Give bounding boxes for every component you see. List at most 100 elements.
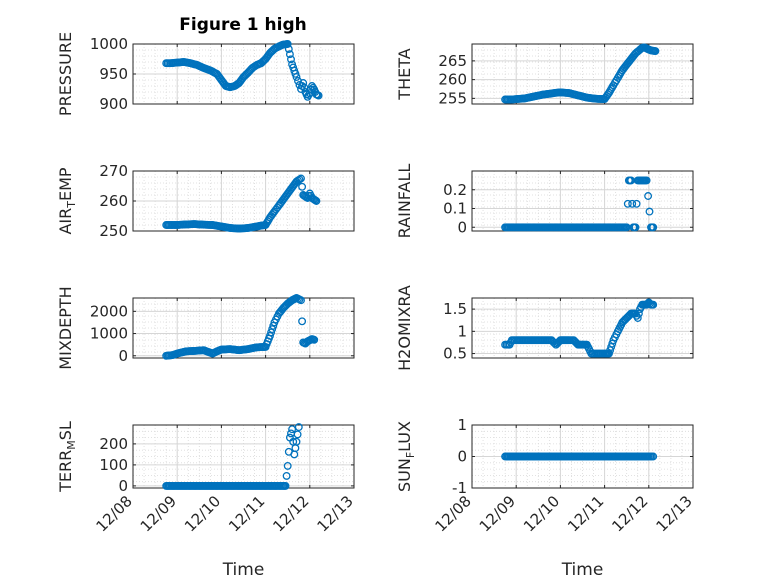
y-axis-label: MIXDEPTH: [56, 286, 75, 369]
subplot-1: 900 950 1000 PRESSURE: [56, 32, 355, 116]
data-point: [266, 331, 274, 340]
figure-title: Figure 1 high: [179, 15, 307, 35]
y-tick-label: 100: [99, 456, 128, 474]
data-point: [634, 309, 643, 318]
x-tick-label: 12/09: [137, 492, 180, 535]
data-point: [294, 423, 303, 432]
data-point: [645, 207, 654, 216]
y-tick-label: 900: [99, 95, 128, 113]
data-point: [623, 199, 632, 208]
data-point: [288, 425, 297, 434]
data-point: [607, 342, 616, 351]
x-axis-label: Time: [561, 560, 604, 580]
y-tick-label: -1: [452, 479, 467, 497]
data-point: [306, 85, 315, 94]
data-point: [606, 346, 615, 355]
data-point: [290, 450, 299, 459]
data-point: [310, 335, 319, 344]
x-tick-label: 12/09: [476, 492, 519, 535]
data-point: [281, 481, 290, 490]
data-point: [293, 430, 302, 439]
y-tick-label: 0.2: [443, 181, 467, 199]
y-tick-label: 270: [99, 162, 128, 180]
data-point: [297, 174, 305, 183]
x-tick-label: 12/12: [608, 492, 651, 535]
y-tick-label: 260: [438, 71, 467, 89]
x-tick-label: 12/11: [225, 492, 268, 535]
subplot-7: 0 100 200 12/08 12/09 12/10 12/11 12/12 12/13 Tim…: [56, 421, 357, 580]
y-tick-label: 1.5: [443, 300, 467, 318]
y-axis-label: RAINFALL: [395, 164, 414, 239]
data-point: [283, 40, 292, 48]
y-tick-label: 0.5: [443, 345, 467, 363]
subplot-8: -1 0 1 12/08 12/09 12/10 12/11 12/12 12/13 Time SU…: [395, 416, 696, 580]
data-point: [651, 47, 660, 56]
axes-box: [132, 297, 355, 359]
data-point: [649, 452, 658, 461]
data-point: [287, 55, 295, 64]
y-tick-label: 0.1: [443, 200, 467, 218]
y-tick-label: 265: [438, 52, 467, 70]
axes-box: [471, 297, 694, 359]
y-tick-label: 255: [438, 89, 467, 107]
y-tick-label: 1000: [90, 35, 128, 53]
data-point: [298, 182, 307, 191]
data-point: [649, 223, 658, 232]
x-tick-label: 12/10: [181, 492, 224, 535]
data-point: [299, 79, 308, 87]
y-axis-label: AIRTEMP: [56, 167, 78, 234]
x-tick-label: 12/12: [269, 492, 312, 535]
data-point: [605, 349, 613, 358]
data-point: [628, 199, 637, 208]
y-tick-label: 250: [99, 222, 128, 240]
data-point: [285, 50, 294, 59]
data-point: [632, 199, 641, 208]
y-tick-label: 0: [457, 448, 467, 466]
y-tick-label: 1: [457, 416, 467, 434]
y-tick-label: 1000: [90, 325, 128, 343]
data-point: [284, 45, 293, 54]
data-point: [633, 314, 642, 322]
y-tick-label: 200: [99, 435, 128, 453]
y-tick-label: 0: [118, 477, 128, 495]
y-tick-label: 2000: [90, 302, 128, 320]
data-point: [298, 317, 307, 326]
data-point: [314, 91, 323, 100]
y-axis-label: H2OMIXRA: [395, 285, 414, 371]
x-axis-label: Time: [222, 560, 265, 580]
y-axis-label: TERRMSL: [56, 421, 78, 493]
data-point: [608, 339, 617, 348]
x-tick-label: 12/08: [93, 492, 136, 535]
y-tick-label: 0: [457, 218, 467, 236]
data-point: [295, 175, 304, 184]
data-point: [268, 325, 277, 334]
data-point: [282, 471, 291, 480]
x-tick-label: 12/11: [564, 492, 607, 535]
data-point: [283, 461, 292, 470]
y-tick-label: 1: [457, 322, 467, 340]
data-point: [649, 300, 658, 309]
y-tick-label: 0: [118, 347, 128, 365]
axes-box: [471, 43, 694, 105]
y-tick-label: 260: [99, 192, 128, 210]
data-point: [294, 77, 302, 85]
y-axis-label: PRESSURE: [56, 32, 75, 116]
y-tick-label: 950: [99, 65, 128, 83]
subplot-6: 0.5 1 1.5 H2OMIXRA: [395, 285, 694, 371]
data-point: [643, 299, 652, 308]
data-point: [267, 328, 276, 337]
y-axis-label: SUNFLUX: [395, 421, 417, 492]
data-point: [312, 197, 321, 205]
data-point: [292, 437, 301, 446]
x-tick-label: 12/08: [432, 492, 475, 535]
data-point: [642, 176, 651, 185]
data-point: [292, 73, 301, 81]
data-point: [644, 192, 653, 200]
subplot-4: 00.10.2 RAINFALL: [395, 164, 694, 239]
data-point: [631, 223, 640, 232]
x-tick-label: 12/10: [520, 492, 563, 535]
y-axis-label: THETA: [395, 48, 414, 100]
x-tick-label: 12/13: [314, 492, 357, 535]
